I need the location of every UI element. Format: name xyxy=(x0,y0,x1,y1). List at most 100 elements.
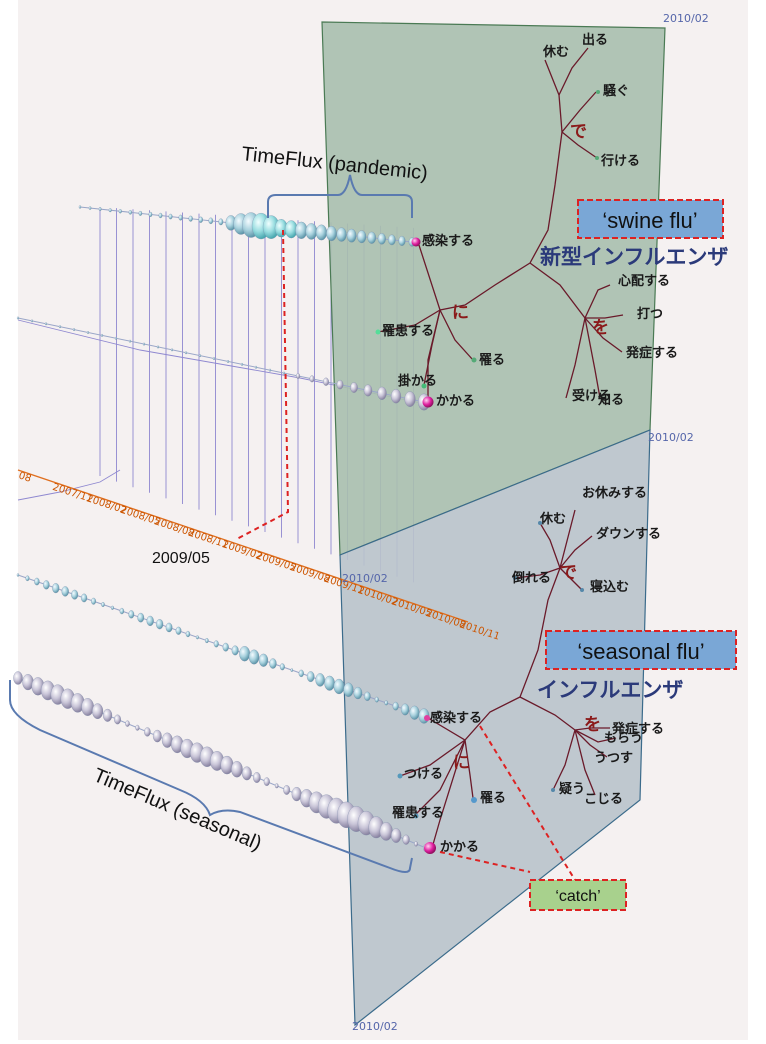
seasonal-kakaru-bead xyxy=(92,703,104,719)
word-ni-4-seasonal: 罹患する xyxy=(392,805,444,821)
highlight-lines xyxy=(234,229,576,881)
pandemic-kakaru-bead xyxy=(86,331,90,334)
pandemic-kansen-bead xyxy=(88,206,92,210)
node-rikan-pandemic xyxy=(375,329,381,335)
seasonal-kansen-bead xyxy=(16,573,20,577)
word-ni-5-seasonal: かかる xyxy=(440,840,479,855)
seasonal-kansen-bead xyxy=(333,678,345,695)
seasonal-kansen-bead xyxy=(374,696,379,703)
pandemic-kakaru-bead xyxy=(142,342,146,346)
word-de-4-seasonal: 倒れる xyxy=(511,570,551,586)
particle-wo-pandemic: を xyxy=(592,318,609,338)
pandemic-kansen-bead xyxy=(388,234,396,246)
seasonal-kansen-bead xyxy=(258,653,269,667)
pandemic-date-bottom: 2010/02 xyxy=(648,431,694,444)
word-wo-4-seasonal: こじる xyxy=(584,792,623,807)
seasonal-kakaru-bead xyxy=(231,761,243,778)
seasonal-kansen-bead xyxy=(384,700,388,706)
node-kakaru2-seasonal xyxy=(471,797,477,803)
pandemic-kansen-bead xyxy=(108,208,112,213)
pandemic-kansen-bead xyxy=(218,218,224,226)
timeflux-tubes xyxy=(13,205,430,853)
seasonal-kansen-bead xyxy=(400,703,410,716)
pandemic-kansen-bead xyxy=(357,230,367,244)
pandemic-kakaru-bead xyxy=(309,375,315,383)
seasonal-kansen-bead xyxy=(91,597,96,605)
pandemic-kakaru-bead xyxy=(268,368,272,372)
seasonal-kakaru-bead xyxy=(274,783,279,789)
pandemic-kakaru-bead xyxy=(184,351,188,355)
pandemic-kansen-bead xyxy=(138,210,143,216)
seasonal-kakaru-bead xyxy=(402,834,410,845)
seasonal-kansen-bead xyxy=(205,638,209,644)
seasonal-kansen-bead xyxy=(213,640,219,648)
pandemic-kakaru-bead xyxy=(16,316,20,320)
word-ni-2-pandemic: 罹患する xyxy=(382,323,434,339)
node-utagau-seasonal xyxy=(551,788,555,792)
catch-tag-text: ‘catch’ xyxy=(555,888,600,905)
seasonal-kansen-bead xyxy=(52,583,60,594)
pandemic-kansen-bead xyxy=(98,207,102,212)
seasonal-kansen-bead xyxy=(119,607,125,615)
swine-flu-tag xyxy=(577,199,724,239)
node-rikan-seasonal xyxy=(413,813,419,819)
seasonal-kansen-bead xyxy=(156,619,164,630)
pandemic-kakaru-bead xyxy=(295,373,301,379)
seasonal-kansen-bead xyxy=(409,705,420,720)
seasonal-tree-edges xyxy=(399,509,617,849)
pandemic-kansen-bead xyxy=(305,223,318,240)
seasonal-kansen-bead xyxy=(43,580,50,590)
seasonal-kansen-bead xyxy=(353,686,363,700)
seasonal-kansen-bead xyxy=(248,649,260,665)
pandemic-date-top: 2010/02 xyxy=(663,12,709,25)
seasonal-kakaru-bead xyxy=(125,720,130,727)
seasonal-kakaru-bead xyxy=(379,822,393,841)
pandemic-kansen-bead xyxy=(336,227,347,242)
pandemic-kansen-bead xyxy=(148,211,153,217)
pandemic-kakaru-bead xyxy=(30,319,34,323)
pandemic-kansen-bead xyxy=(315,224,328,241)
pandemic-kakaru-bead xyxy=(390,389,402,404)
pandemic-kakaru-bead xyxy=(44,322,48,326)
pandemic-kakaru-bead xyxy=(128,339,132,343)
node-kakaru-seasonal xyxy=(424,842,436,854)
seasonal-kakaru-bead xyxy=(283,785,291,795)
pandemic-kakaru-bead xyxy=(170,348,174,352)
tree-nodes xyxy=(375,90,600,854)
pandemic-head-word: 新型インフルエンザ xyxy=(540,245,728,269)
pandemic-kansen-bead xyxy=(78,205,82,209)
pandemic-kakaru-bead xyxy=(240,362,244,366)
seasonal-kansen-bead xyxy=(146,615,154,627)
word-ni-1-pandemic: 感染する xyxy=(422,233,474,249)
seasonal-kansen-bead xyxy=(269,658,277,669)
pandemic-kansen-bead xyxy=(198,216,203,223)
node-yasumu-seasonal xyxy=(538,521,542,525)
pandemic-kakaru-bead xyxy=(323,377,329,386)
word-ni-4-pandemic: 掛かる xyxy=(398,373,437,389)
seasonal-kansen-bead xyxy=(290,668,294,672)
pandemic-kakaru-bead xyxy=(226,359,230,363)
word-ni-1-seasonal: 感染する xyxy=(430,710,482,726)
seasonal-panel xyxy=(339,429,651,1027)
seasonal-kansen-bead xyxy=(34,577,40,586)
seasonal-kansen-bead xyxy=(222,642,229,652)
pandemic-kakaru-bead xyxy=(282,371,286,375)
node-tsukeru-seasonal xyxy=(397,773,403,779)
time-axis xyxy=(17,469,469,623)
pandemic-kakaru-bead xyxy=(363,384,373,397)
seasonal-date-bottom: 2010/02 xyxy=(352,1020,398,1033)
pandemic-kakaru-bead xyxy=(156,345,160,349)
swine-flu-tag-text: ‘swine flu’ xyxy=(602,208,697,233)
pandemic-kakaru-bead xyxy=(212,357,216,361)
seasonal-kansen-bead xyxy=(298,669,304,678)
particle-ni-pandemic: に xyxy=(452,303,469,323)
word-wo-1-seasonal: 発症する xyxy=(611,721,664,737)
pandemic-kakaru-bead xyxy=(100,333,104,337)
seasonal-kansen-bead xyxy=(239,646,251,662)
pandemic-kansen-bead xyxy=(346,228,357,243)
time-axis-label: 08 xyxy=(17,470,33,484)
history-line xyxy=(17,469,121,501)
pandemic-kansen-bead xyxy=(295,221,308,239)
seasonal-kansen-bead xyxy=(101,602,105,607)
